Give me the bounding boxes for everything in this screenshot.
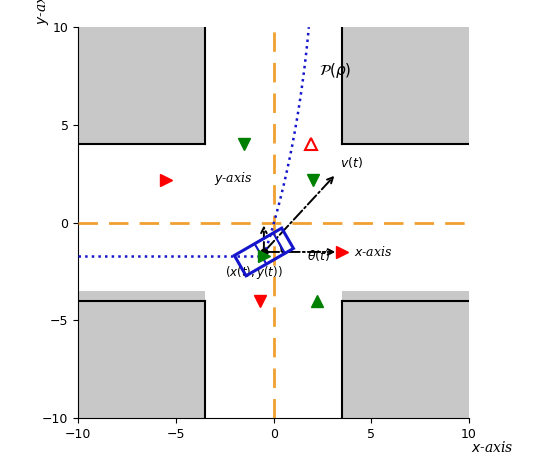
Bar	[342, 291, 469, 418]
Text: $v(t)$: $v(t)$	[340, 155, 363, 170]
X-axis label: $x$-axis: $x$-axis	[471, 440, 513, 454]
Y-axis label: $y$-axis: $y$-axis	[33, 0, 51, 25]
Text: $x$-axis: $x$-axis	[354, 245, 392, 259]
Bar	[78, 17, 205, 144]
Bar	[342, 17, 469, 144]
Text: $(x(t),y(t))$: $(x(t),y(t))$	[225, 264, 283, 281]
Text: $\mathcal{P}(\rho)$: $\mathcal{P}(\rho)$	[318, 61, 351, 80]
Text: $\theta(t)$: $\theta(t)$	[307, 248, 330, 263]
Text: $y$-axis: $y$-axis	[214, 170, 252, 187]
Bar	[78, 291, 205, 418]
